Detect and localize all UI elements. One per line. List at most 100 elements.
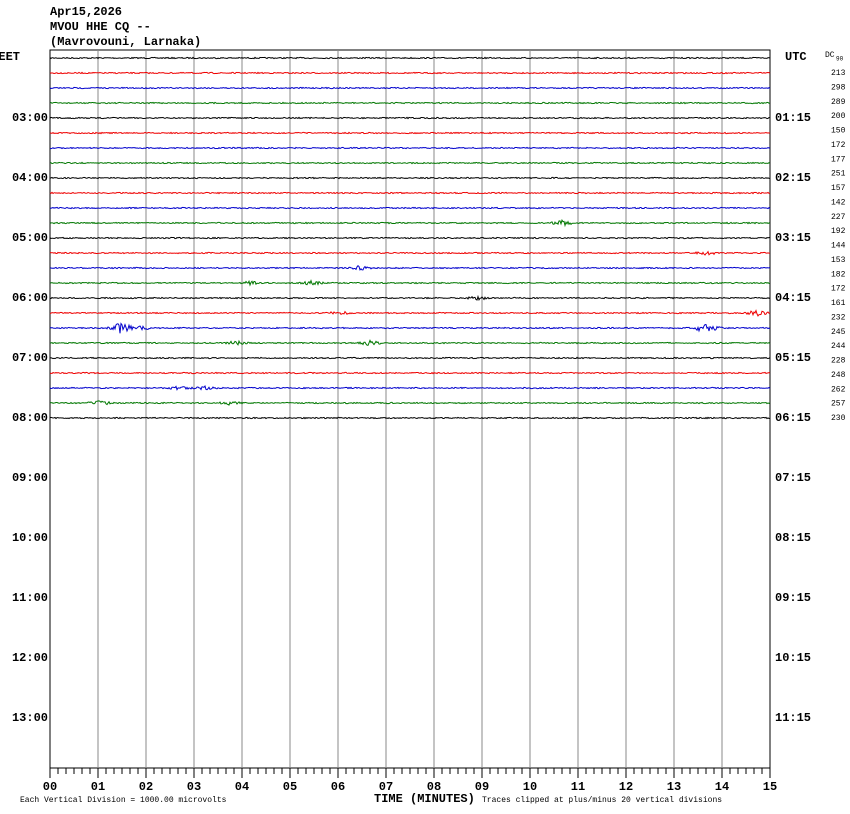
left-time-label: 09:00 (12, 471, 48, 485)
dc-value: 213 (831, 69, 846, 78)
left-time-label: 13:00 (12, 711, 48, 725)
dc-value: 228 (831, 357, 846, 366)
seismic-trace (49, 416, 771, 420)
left-axis-title: EET (0, 50, 20, 64)
left-time-label: 03:00 (12, 111, 48, 125)
seismic-trace (49, 250, 771, 256)
x-tick-label: 12 (619, 780, 633, 794)
seismic-trace (49, 86, 771, 90)
right-time-label: 03:15 (775, 231, 811, 245)
x-tick-label: 04 (235, 780, 249, 794)
dc-value: 153 (831, 256, 846, 265)
x-tick-label: 14 (715, 780, 729, 794)
x-tick-label: 11 (571, 780, 585, 794)
x-tick-label: 13 (667, 780, 681, 794)
dc-value: 227 (831, 213, 846, 222)
dc-value: 257 (831, 400, 846, 409)
seismic-trace (49, 191, 771, 195)
x-tick-label: 00 (43, 780, 57, 794)
seismic-trace (49, 371, 771, 375)
dc-value: 182 (831, 270, 846, 279)
seismic-trace (49, 309, 771, 317)
dc-value: 177 (831, 155, 846, 164)
seismic-trace (49, 279, 771, 287)
seismic-trace (49, 322, 771, 334)
dc-value: 289 (831, 98, 846, 107)
x-tick-label: 01 (91, 780, 105, 794)
dc-value: 232 (831, 313, 846, 322)
scale-note: Each Vertical Division = 1000.00 microvo… (20, 796, 227, 805)
seismic-trace (49, 101, 770, 105)
seismic-trace (49, 400, 771, 406)
dc-value: 172 (831, 141, 846, 150)
right-time-label: 09:15 (775, 591, 811, 605)
dc-offset: 90 (836, 56, 844, 63)
seismic-trace (49, 219, 771, 228)
dc-value: 200 (831, 112, 846, 121)
x-tick-label: 09 (475, 780, 489, 794)
dc-value: 251 (831, 170, 846, 179)
seismic-trace (49, 131, 771, 135)
dc-value: 142 (831, 198, 846, 207)
seismic-trace (49, 356, 771, 360)
dc-value: 150 (831, 127, 846, 136)
x-tick-label: 15 (763, 780, 777, 794)
seismic-trace (49, 339, 771, 346)
seismic-trace (50, 206, 771, 210)
right-time-label: 06:15 (775, 411, 811, 425)
right-time-label: 04:15 (775, 291, 811, 305)
dc-value: 230 (831, 414, 846, 423)
seismic-trace (49, 161, 771, 165)
right-axis-title: UTC (785, 50, 807, 64)
seismic-trace (49, 56, 771, 60)
station: MVOU HHE CQ -- (50, 20, 151, 34)
seismic-trace (49, 116, 771, 120)
x-tick-label: 05 (283, 780, 297, 794)
seismic-trace (49, 385, 771, 391)
seismic-trace (49, 176, 771, 180)
seismic-trace (49, 71, 771, 75)
dc-value: 244 (831, 342, 846, 351)
seismic-trace (49, 265, 771, 271)
right-time-label: 11:15 (775, 711, 811, 725)
dc-value: 144 (831, 242, 846, 251)
right-time-label: 02:15 (775, 171, 811, 185)
right-time-label: 08:15 (775, 531, 811, 545)
x-axis-title: TIME (MINUTES) (374, 792, 475, 806)
left-time-label: 08:00 (12, 411, 48, 425)
x-tick-label: 06 (331, 780, 345, 794)
dc-value: 245 (831, 328, 846, 337)
dc-value: 298 (831, 83, 846, 92)
x-tick-label: 07 (379, 780, 393, 794)
left-time-label: 04:00 (12, 171, 48, 185)
right-time-label: 05:15 (775, 351, 811, 365)
dc-value: 192 (831, 227, 846, 236)
dc-value: 262 (831, 385, 846, 394)
x-tick-label: 03 (187, 780, 201, 794)
dc-value: 248 (831, 371, 846, 380)
left-time-label: 12:00 (12, 651, 48, 665)
left-time-label: 10:00 (12, 531, 48, 545)
x-tick-label: 02 (139, 780, 153, 794)
right-time-label: 07:15 (775, 471, 811, 485)
seismic-trace (50, 146, 771, 150)
right-time-label: 01:15 (775, 111, 811, 125)
left-time-label: 05:00 (12, 231, 48, 245)
left-time-label: 11:00 (12, 591, 48, 605)
x-tick-label: 08 (427, 780, 441, 794)
right-time-label: 10:15 (775, 651, 811, 665)
left-time-label: 07:00 (12, 351, 48, 365)
clip-note: Traces clipped at plus/minus 20 vertical… (482, 796, 722, 805)
dc-value: 157 (831, 184, 846, 193)
location: (Mavrovouni, Larnaka) (50, 35, 201, 49)
left-time-label: 06:00 (12, 291, 48, 305)
seismic-trace (49, 294, 771, 301)
dc-title: DC (825, 51, 835, 60)
x-tick-label: 10 (523, 780, 537, 794)
dc-value: 161 (831, 299, 846, 308)
date: Apr15,2026 (50, 5, 122, 19)
seismic-trace (49, 236, 771, 240)
dc-value: 172 (831, 285, 846, 294)
